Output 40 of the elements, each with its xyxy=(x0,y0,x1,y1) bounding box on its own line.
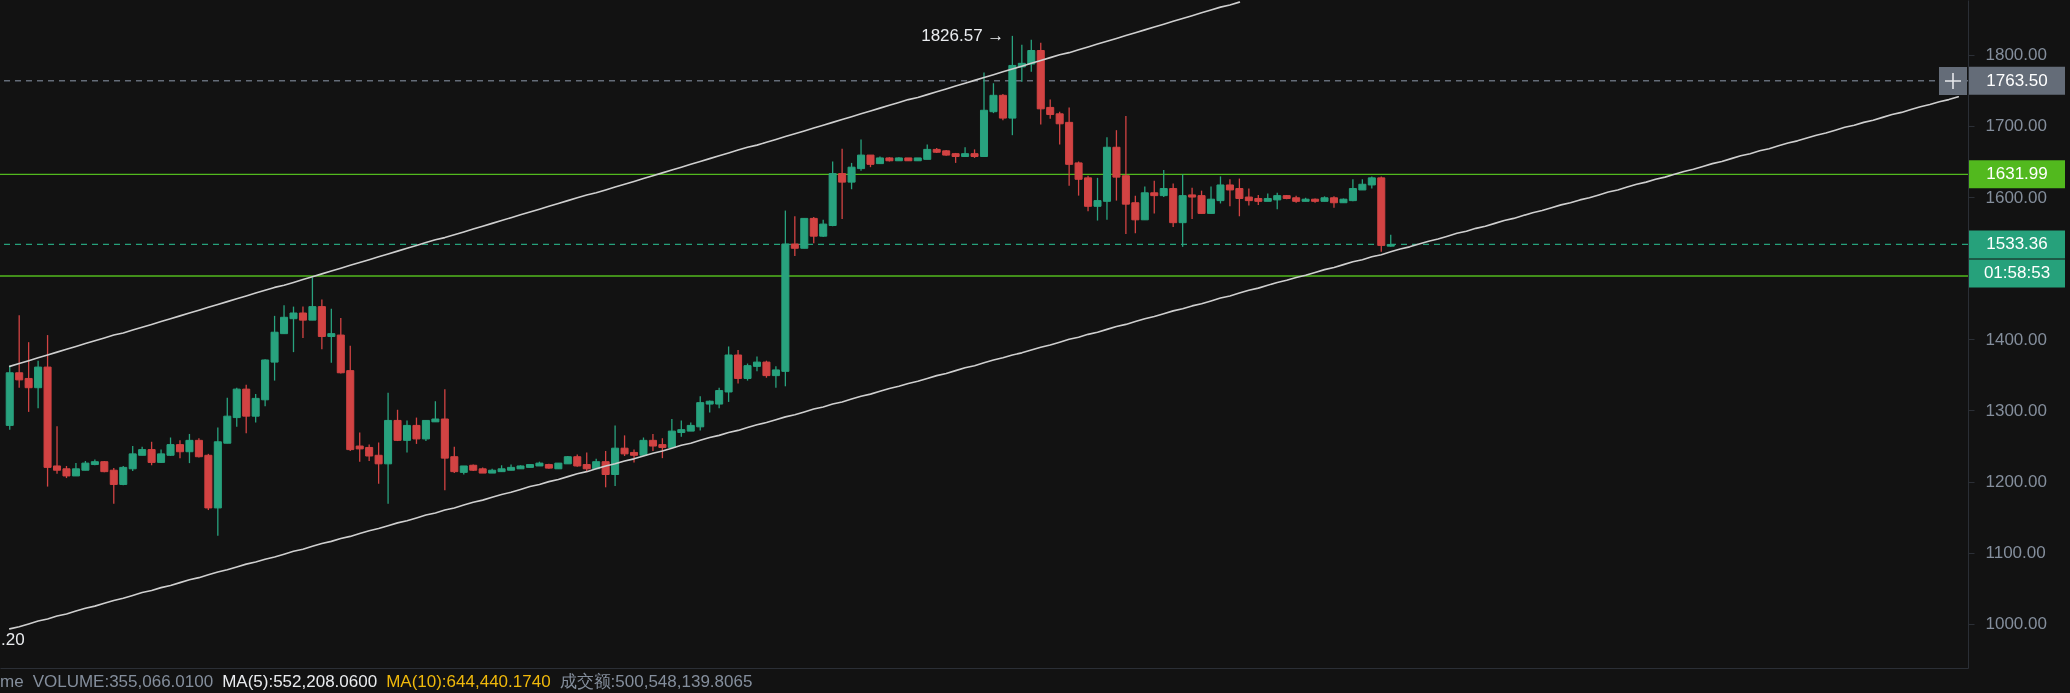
candlestick xyxy=(809,216,818,244)
candlestick xyxy=(298,305,307,339)
candlestick xyxy=(327,308,336,364)
y-tick-label: 1600.00 xyxy=(1985,187,2047,207)
candlestick xyxy=(308,276,317,321)
candlestick xyxy=(412,416,421,445)
text: MA(5):552,208.0600 xyxy=(222,671,378,692)
ref-line-label: 1763.50 xyxy=(1986,70,2048,90)
candlestick xyxy=(601,450,610,488)
candlestick xyxy=(1150,180,1159,215)
y-tick-label: 1000.00 xyxy=(1985,614,2047,634)
candlestick xyxy=(998,93,1007,121)
candlestick xyxy=(582,451,591,473)
text: 01:58:53 xyxy=(1983,263,2051,283)
candlestick xyxy=(961,146,970,158)
annotation: .20 xyxy=(1,630,25,649)
text: VOLUME:355,066.0100 xyxy=(32,671,214,692)
y-tick-label: 1300.00 xyxy=(1985,400,2047,420)
y-tick-label: 1100.00 xyxy=(1985,543,2046,563)
candlestick xyxy=(734,349,743,385)
candlestick xyxy=(393,409,402,442)
ref-line-label: 1533.36 xyxy=(1986,234,2048,254)
y-tick-label: 1800.00 xyxy=(1985,45,2047,65)
annotation: 1826.57 → xyxy=(921,25,1005,45)
candlestick xyxy=(790,215,799,257)
y-tick-label: 1400.00 xyxy=(1985,329,2047,349)
text: 成交额:500,548,139.8065 xyxy=(559,671,753,692)
candlestick xyxy=(1159,169,1168,198)
candlestick xyxy=(147,441,156,466)
line-series xyxy=(8,1,1241,368)
candlestick xyxy=(34,360,43,409)
candlestick xyxy=(109,467,118,505)
y-tick-label: 1700.00 xyxy=(1985,116,2047,136)
candlestick xyxy=(838,148,847,220)
text: me xyxy=(0,671,24,692)
text: MA(10):644,440.1740 xyxy=(386,671,551,692)
y-tick-label: 1200.00 xyxy=(1985,472,2047,492)
ref-line-label: 1631.99 xyxy=(1986,164,2048,184)
candlestick xyxy=(402,419,412,454)
candlestick xyxy=(185,433,194,464)
